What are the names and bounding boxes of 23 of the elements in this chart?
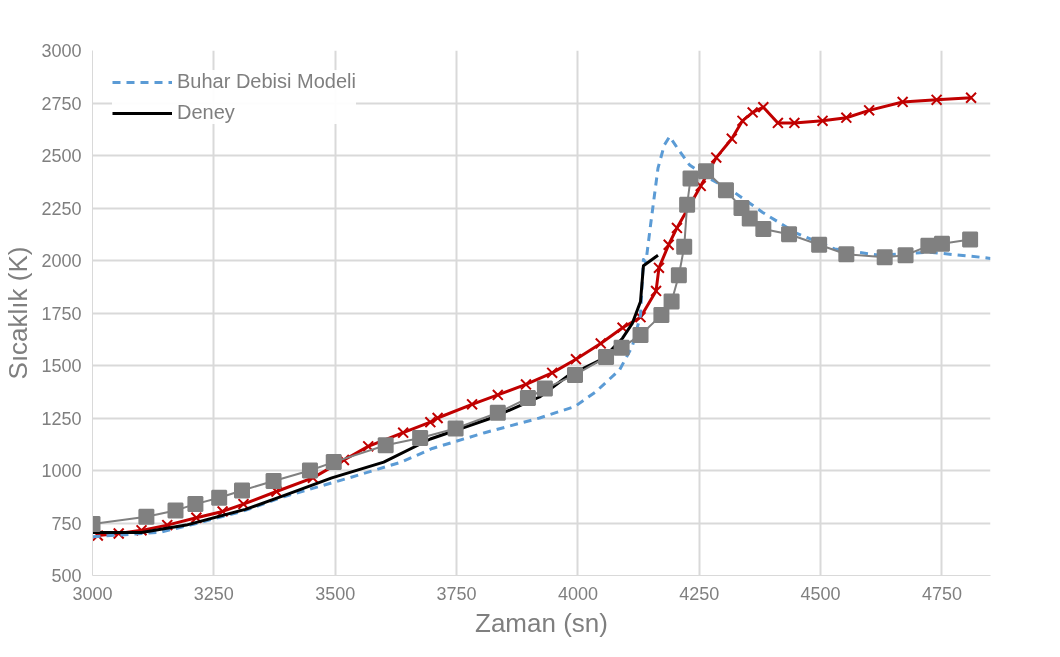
y-tick-label: 3000 — [41, 41, 82, 61]
y-tick-label: 2500 — [41, 146, 82, 166]
x-axis-title: Zaman (sn) — [475, 607, 608, 638]
y-tick-label: 2250 — [41, 198, 82, 219]
x-tick-label: 4750 — [921, 583, 962, 604]
x-tick-label: 3250 — [193, 583, 234, 604]
y-axis-title: Sıcaklık (K) — [3, 246, 34, 380]
x-tick-label: 3750 — [436, 583, 477, 604]
x-tick-label: 4000 — [557, 583, 598, 604]
x-tick-label: 4250 — [679, 583, 720, 604]
legend-label: Deney — [177, 101, 235, 124]
x-tick-label: 4500 — [800, 583, 841, 604]
y-tick-label: 500 — [51, 566, 82, 586]
y-tick-label: 750 — [51, 513, 82, 534]
y-tick-label: 1000 — [41, 461, 82, 481]
y-tick-label: 1250 — [41, 408, 82, 429]
y-tick-label: 2750 — [41, 93, 82, 114]
y-tick-label: 1500 — [41, 356, 82, 376]
y-tick-label: 1750 — [41, 303, 82, 324]
x-tick-label: 3500 — [315, 583, 356, 604]
legend-label: Buhar Debisi Modeli — [177, 70, 356, 93]
x-tick-label: 3000 — [72, 583, 113, 604]
y-tick-label: 2000 — [41, 251, 82, 271]
